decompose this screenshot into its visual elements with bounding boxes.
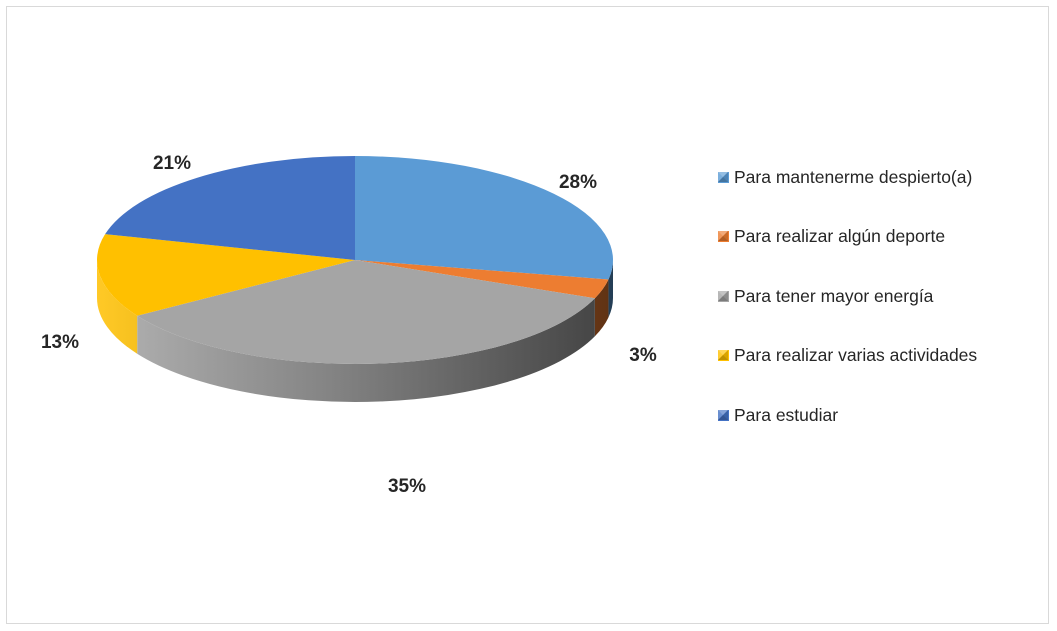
pie-slice	[355, 156, 614, 280]
legend-swatch	[718, 350, 729, 361]
data-label: 21%	[153, 153, 191, 174]
data-labels: 28% 3% 35% 13% 21%	[41, 153, 657, 497]
legend-entry: Para mantenerme despierto(a)	[718, 164, 1053, 190]
legend-swatch	[718, 231, 729, 242]
pie-slice-side	[97, 260, 138, 354]
legend-entry: Para tener mayor energía	[718, 283, 1053, 309]
legend-label: Para realizar algún deporte	[734, 226, 946, 246]
pie-slice	[105, 156, 355, 260]
legend-entry: Para estudiar	[718, 402, 1053, 428]
pie-side-walls	[97, 260, 614, 403]
pie-slice-side	[608, 260, 614, 318]
legend-swatch	[718, 171, 729, 183]
legend-swatch	[718, 290, 729, 302]
pie-slice-side	[137, 298, 595, 403]
data-label: 3%	[629, 345, 657, 366]
pie-slice	[355, 260, 609, 299]
legend-label: Para mantenerme despierto(a)	[734, 166, 973, 187]
legend-label: Para tener mayor energía	[734, 285, 934, 306]
pie-slice-side	[594, 279, 609, 337]
legend-label: Para realizar varias actividades	[734, 345, 978, 365]
data-label: 13%	[41, 332, 79, 353]
pie-slice	[137, 260, 595, 365]
legend-entry: Para realizar algún deporte	[718, 224, 1053, 250]
legend-label: Para estudiar	[734, 404, 839, 425]
data-label: 35%	[388, 476, 426, 497]
legend: Para mantenerme despierto(a) Para realiz…	[718, 164, 1053, 462]
data-label: 28%	[559, 172, 597, 193]
legend-entry: Para realizar varias actividades	[718, 343, 1053, 369]
pie-slice	[97, 234, 355, 316]
pie-top-faces	[97, 156, 614, 365]
legend-swatch	[718, 409, 729, 421]
